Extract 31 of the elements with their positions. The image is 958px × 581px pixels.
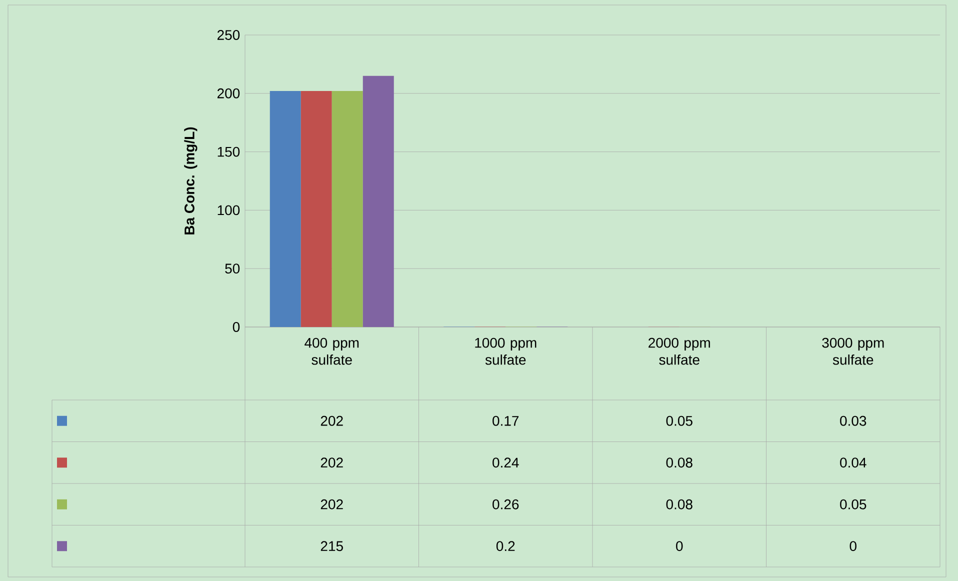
data-label: 0.24	[492, 458, 519, 468]
data-label: 0.03	[840, 416, 866, 426]
data-label: 0.04	[840, 458, 866, 468]
data-label: 0.26	[492, 499, 519, 510]
data-label: 0.17	[492, 416, 519, 426]
bar	[300, 91, 332, 327]
y-tick-label: 200	[217, 88, 240, 98]
data-label: 0	[850, 541, 856, 552]
data-label: 0.05	[840, 499, 866, 510]
x-tick-label: 400 ppm sulfate	[304, 338, 359, 365]
x-tick-label: 3000 ppm sulfate	[822, 338, 884, 365]
data-label: 0.05	[666, 416, 692, 426]
data-label: 0.2	[496, 541, 515, 552]
data-label: 202	[320, 499, 343, 510]
y-tick-label: 50	[225, 264, 240, 274]
data-label: 202	[320, 416, 343, 426]
data-label: 0.08	[666, 458, 692, 468]
y-tick-label: 250	[217, 30, 240, 40]
x-tick-label: 2000 ppm sulfate	[648, 338, 710, 365]
y-axis-title: Ba Conc. (mg/L)	[184, 127, 198, 234]
y-tick-label: 150	[218, 146, 240, 157]
bar	[270, 91, 301, 327]
y-tick-label: 0	[232, 322, 240, 332]
bar	[332, 91, 363, 327]
bar	[362, 76, 394, 327]
x-tick-label: 1000 ppm sulfate	[475, 338, 536, 365]
data-label: 215	[320, 541, 343, 552]
data-label: 0.08	[666, 499, 692, 510]
data-label: 202	[320, 458, 343, 468]
y-tick-label: 100	[218, 205, 240, 216]
data-label: 0	[676, 541, 683, 552]
